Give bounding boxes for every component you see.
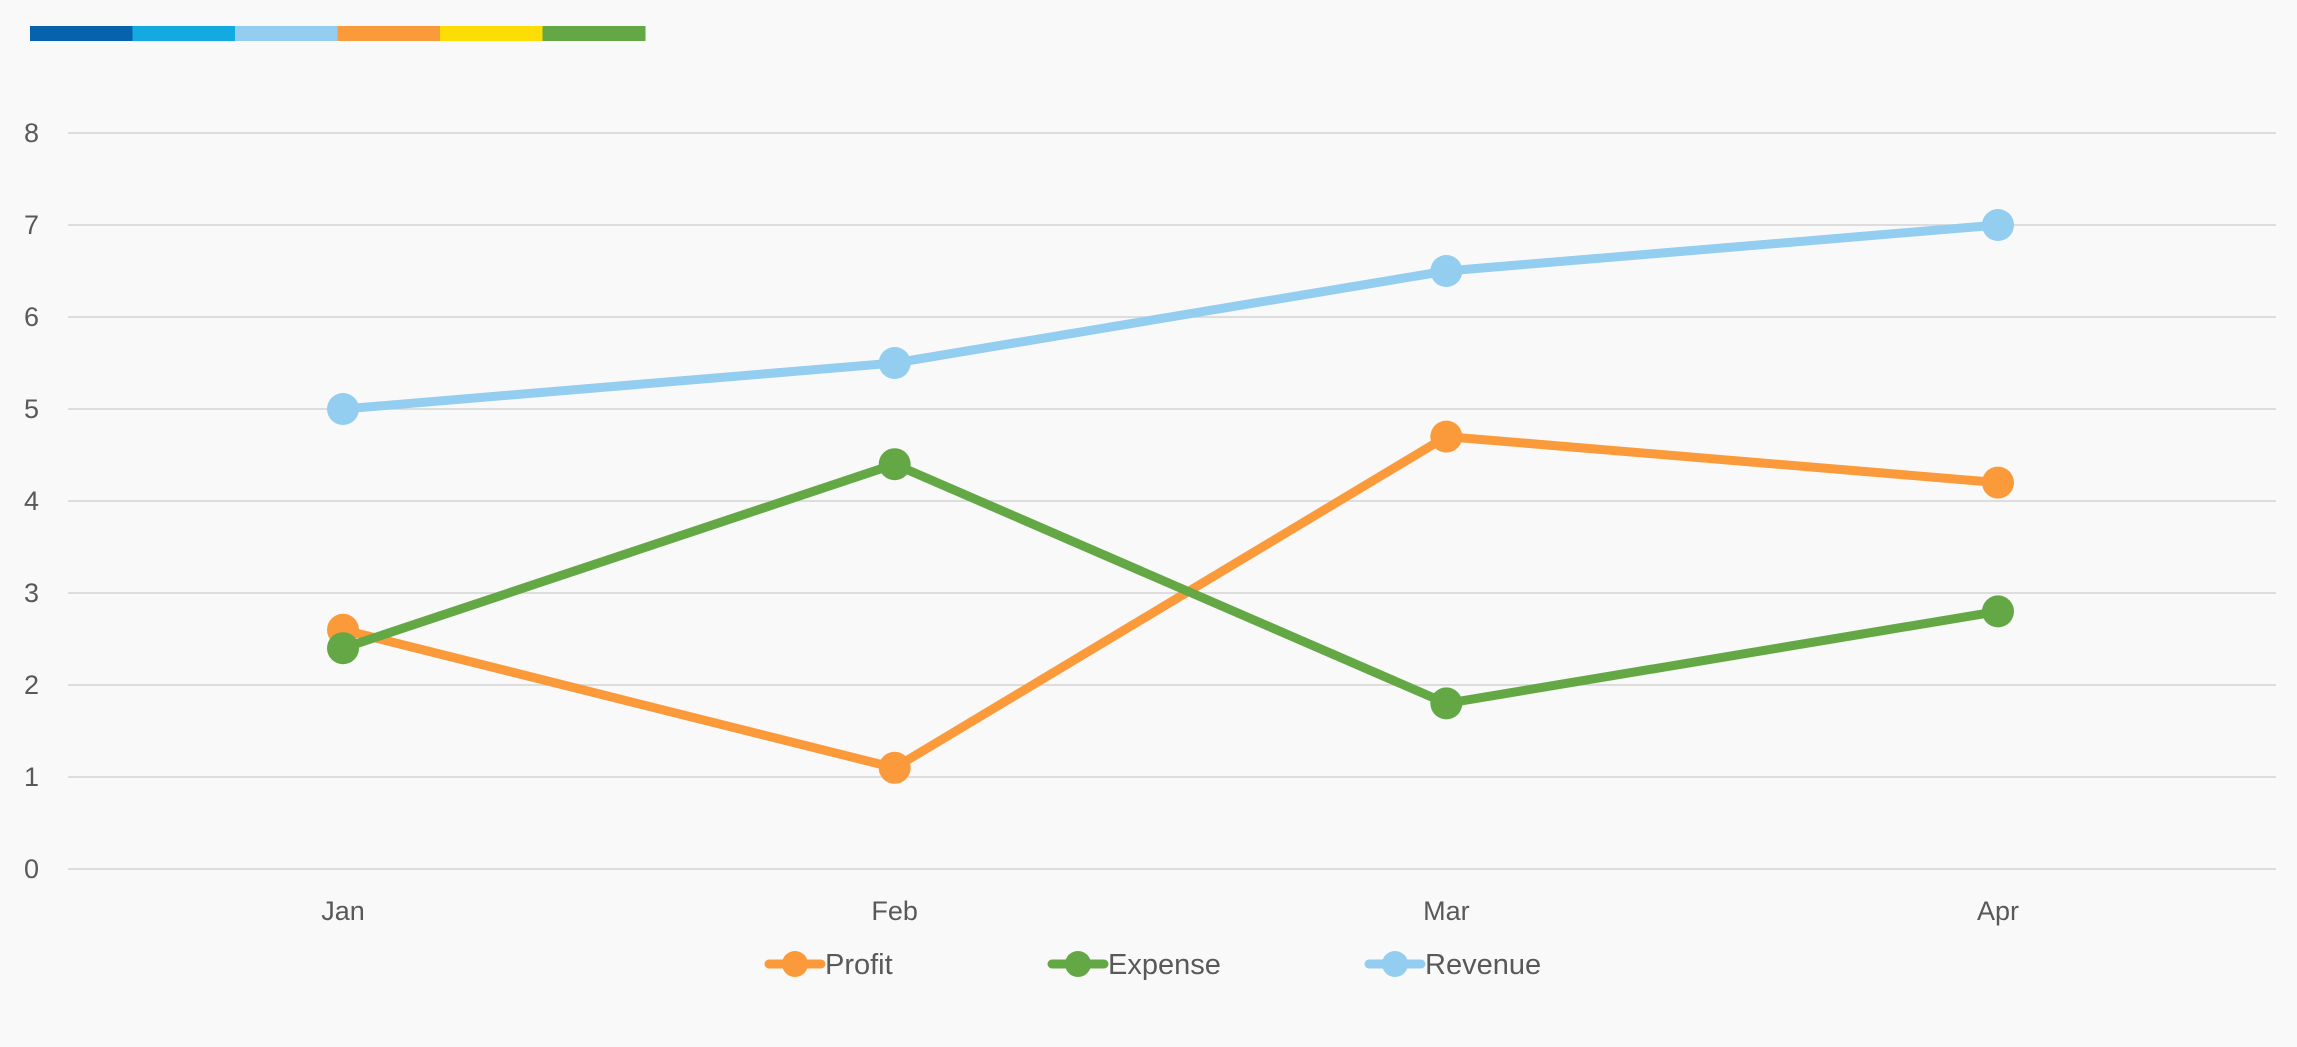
data-point-expense — [878, 448, 911, 481]
palette-swatch — [542, 26, 646, 41]
y-tick-label: 1 — [24, 762, 39, 792]
legend-label: Expense — [1108, 949, 1221, 981]
series-line-expense — [338, 459, 2003, 708]
y-tick-label: 7 — [24, 210, 39, 240]
y-tick-label: 3 — [24, 578, 39, 608]
legend-item-revenue: Revenue — [1364, 949, 1541, 981]
series-expense — [327, 448, 2014, 720]
legend-item-expense: Expense — [1047, 949, 1221, 981]
palette-swatch — [235, 26, 338, 41]
y-tick-label: 4 — [24, 486, 39, 516]
y-tick-label: 5 — [24, 394, 39, 424]
x-tick-label: Apr — [1977, 896, 2019, 926]
palette-swatch — [30, 26, 133, 41]
legend-label: Profit — [825, 949, 893, 981]
x-tick-label: Mar — [1423, 896, 1470, 926]
data-point-expense — [327, 632, 359, 665]
data-point-profit — [878, 751, 911, 784]
data-point-revenue — [878, 347, 911, 379]
palette-swatch — [440, 26, 543, 41]
legend-item-profit: Profit — [764, 949, 893, 981]
palette-swatch — [132, 26, 236, 41]
series-group — [327, 209, 2014, 784]
y-tick-label: 6 — [24, 302, 39, 332]
y-axis-ticks: 0 1 2 3 4 5 6 7 8 — [24, 118, 39, 884]
data-point-revenue — [1430, 255, 1463, 287]
legend-marker — [782, 951, 808, 977]
data-point-profit — [1430, 420, 1463, 453]
series-line-profit — [338, 432, 2003, 773]
data-point-profit — [1982, 466, 2014, 499]
data-point-revenue — [327, 393, 359, 425]
gridlines — [68, 132, 2276, 870]
legend-label: Revenue — [1425, 949, 1541, 981]
y-tick-label: 0 — [24, 854, 39, 884]
color-palette-strip — [30, 26, 646, 41]
legend-marker — [1065, 951, 1091, 977]
data-point-expense — [1982, 595, 2014, 628]
y-tick-label: 2 — [24, 670, 39, 700]
data-point-revenue — [1982, 209, 2014, 241]
series-profit — [327, 420, 2014, 784]
x-tick-label: Jan — [321, 896, 365, 926]
series-line-revenue — [338, 220, 2003, 414]
legend: Profit Expense Revenue — [764, 949, 1541, 981]
data-point-expense — [1430, 687, 1463, 720]
y-tick-label: 8 — [24, 118, 39, 148]
x-axis-ticks: Jan Feb Mar Apr — [321, 896, 2019, 926]
palette-swatch — [337, 26, 441, 41]
series-revenue — [327, 209, 2014, 425]
legend-marker — [1382, 951, 1408, 977]
x-tick-label: Feb — [871, 896, 918, 926]
